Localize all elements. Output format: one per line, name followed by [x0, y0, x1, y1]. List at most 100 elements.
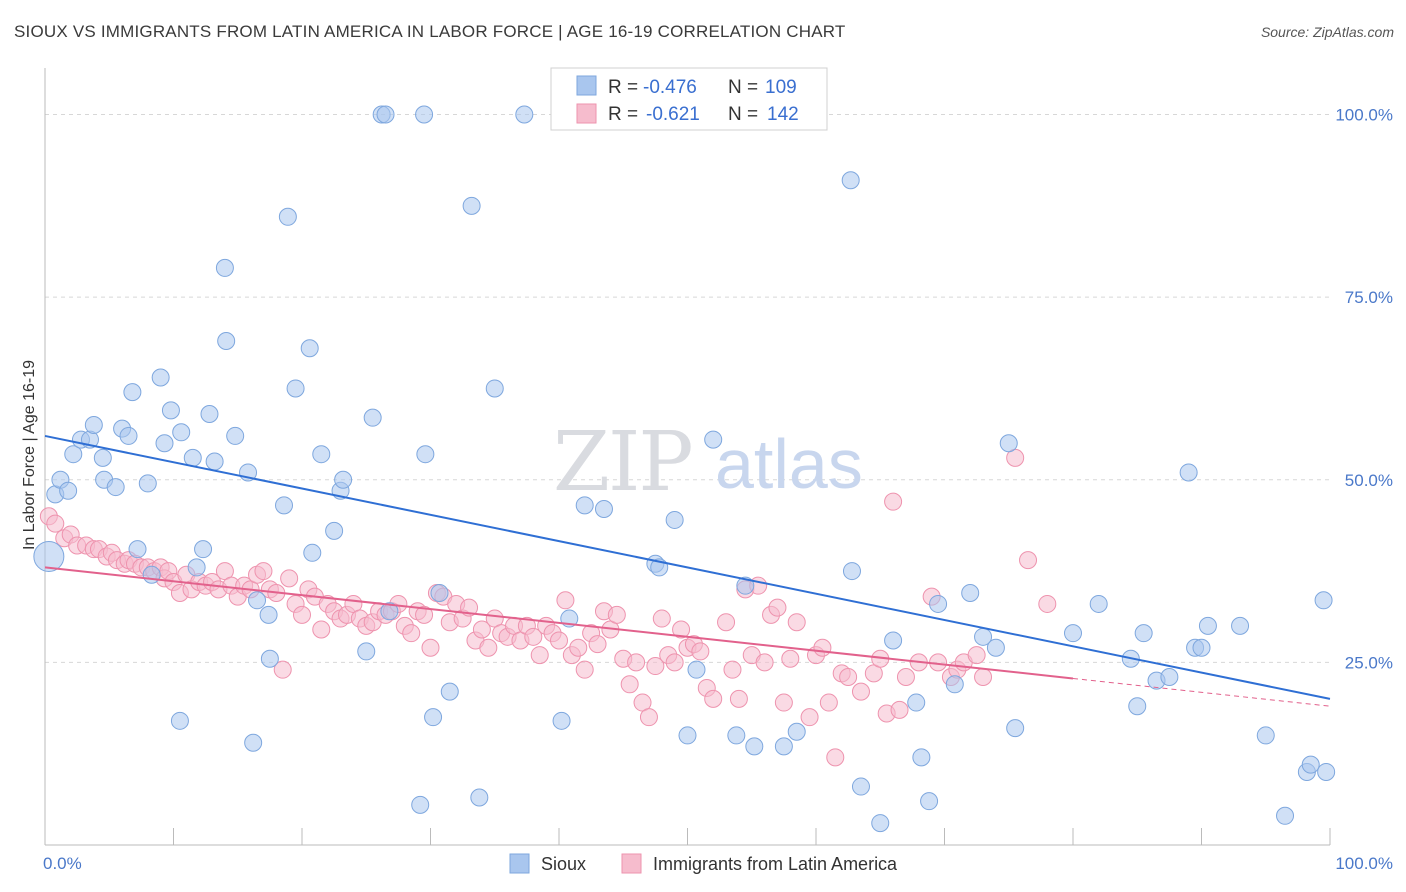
- data-point-latin: [273, 660, 292, 679]
- data-point-latin: [472, 620, 491, 639]
- data-point-sioux: [259, 605, 278, 624]
- x-tick-label-100: 100.0%: [1335, 854, 1393, 873]
- data-point-latin: [607, 605, 626, 624]
- data-point-sioux: [424, 708, 443, 727]
- data-point-sioux: [1256, 726, 1275, 745]
- data-point-sioux: [999, 434, 1018, 453]
- data-point-latin: [639, 708, 658, 727]
- data-point-latin: [665, 653, 684, 672]
- data-point-sioux: [1301, 755, 1320, 774]
- data-point-latin: [896, 667, 915, 686]
- data-point-sioux: [841, 171, 860, 190]
- data-point-sioux: [1006, 719, 1025, 738]
- data-point-sioux: [704, 430, 723, 449]
- data-point-sioux: [1198, 616, 1217, 635]
- data-point-sioux: [142, 565, 161, 584]
- data-point-sioux: [411, 795, 430, 814]
- data-point-sioux: [416, 445, 435, 464]
- sioux-points: [33, 105, 1336, 833]
- data-point-sioux: [1314, 591, 1333, 610]
- y-tick-label-75: 75.0%: [1345, 288, 1393, 307]
- data-point-sioux: [244, 733, 263, 752]
- data-point-latin: [479, 638, 498, 657]
- y-tick-labels: 25.0% 50.0% 75.0% 100.0%: [1335, 106, 1393, 673]
- data-point-sioux: [138, 474, 157, 493]
- x-tick-label-0: 0.0%: [43, 854, 82, 873]
- data-point-sioux: [106, 478, 125, 497]
- data-point-latin: [691, 642, 710, 661]
- correlation-legend: R = -0.476 N = 109 R = -0.621 N = 142: [550, 67, 828, 131]
- data-point-sioux: [170, 711, 189, 730]
- legend-swatch-sioux: [576, 75, 597, 96]
- data-point-latin: [781, 649, 800, 668]
- data-point-latin: [768, 598, 787, 617]
- axes: [44, 68, 1331, 846]
- data-point-sioux: [774, 737, 793, 756]
- data-point-sioux: [275, 496, 294, 515]
- data-point-latin: [569, 638, 588, 657]
- data-point-sioux: [485, 379, 504, 398]
- data-point-sioux: [59, 481, 78, 500]
- data-point-latin: [280, 569, 299, 588]
- y-axis-title: In Labor Force | Age 16-19: [21, 360, 38, 550]
- data-point-sioux: [380, 602, 399, 621]
- data-point-sioux: [376, 105, 395, 124]
- data-point-sioux: [215, 258, 234, 277]
- data-point-sioux: [736, 576, 755, 595]
- watermark-zip: ZIP: [553, 415, 692, 510]
- data-point-sioux: [1064, 624, 1082, 643]
- source-credit: Source: ZipAtlas.com: [1260, 24, 1394, 40]
- trendline-sioux: [44, 434, 1331, 700]
- chart-title: SIOUX VS IMMIGRANTS FROM LATIN AMERICA I…: [14, 22, 846, 41]
- y-tick-label-25: 25.0%: [1345, 653, 1393, 672]
- data-point-sioux: [430, 583, 449, 602]
- data-point-sioux: [1192, 638, 1211, 657]
- data-point-sioux: [260, 649, 279, 668]
- data-point-sioux: [1089, 594, 1108, 613]
- series-legend-swatch-latin: [621, 853, 642, 874]
- data-point-latin: [588, 635, 607, 654]
- data-point-latin: [774, 693, 793, 712]
- data-point-sioux: [151, 368, 170, 387]
- data-point-latin: [729, 689, 748, 708]
- data-point-latin: [415, 605, 434, 624]
- data-point-sioux: [155, 434, 174, 453]
- data-point-sioux: [325, 521, 344, 540]
- data-point-sioux: [300, 339, 319, 358]
- data-point-sioux: [594, 499, 613, 518]
- data-point-sioux: [357, 642, 376, 661]
- data-point-latin: [787, 613, 806, 632]
- data-point-sioux: [1317, 762, 1336, 781]
- watermark: ZIP atlas: [553, 415, 863, 510]
- legend-r-label-sioux: R =: [608, 77, 638, 98]
- data-point-sioux: [1179, 463, 1198, 482]
- data-point-sioux: [678, 726, 697, 745]
- data-point-sioux: [205, 452, 224, 471]
- data-point-sioux: [334, 470, 353, 489]
- latin-america-points: [39, 448, 1057, 767]
- data-point-sioux: [884, 631, 903, 650]
- data-point-sioux: [183, 448, 202, 467]
- data-point-sioux: [33, 540, 65, 572]
- data-point-latin: [312, 620, 331, 639]
- legend-r-value-latin: -0.621: [646, 104, 700, 125]
- trendlines: [44, 434, 1331, 707]
- data-point-sioux: [907, 693, 926, 712]
- data-point-latin: [1038, 594, 1057, 613]
- legend-n-label-sioux: N =: [728, 77, 758, 98]
- data-point-latin: [556, 591, 575, 610]
- data-point-latin: [755, 653, 774, 672]
- data-point-sioux: [462, 196, 481, 215]
- data-point-sioux: [515, 105, 534, 124]
- data-point-sioux: [920, 792, 939, 811]
- series-legend-label-latin: Immigrants from Latin America: [653, 854, 898, 874]
- data-point-latin: [421, 638, 440, 657]
- data-point-sioux: [84, 415, 103, 434]
- data-point-sioux: [363, 408, 382, 427]
- data-point-sioux: [286, 379, 305, 398]
- data-point-latin: [1019, 551, 1038, 570]
- data-point-sioux: [128, 540, 147, 559]
- data-point-latin: [530, 646, 549, 665]
- data-point-sioux: [929, 594, 948, 613]
- data-point-latin: [967, 646, 986, 665]
